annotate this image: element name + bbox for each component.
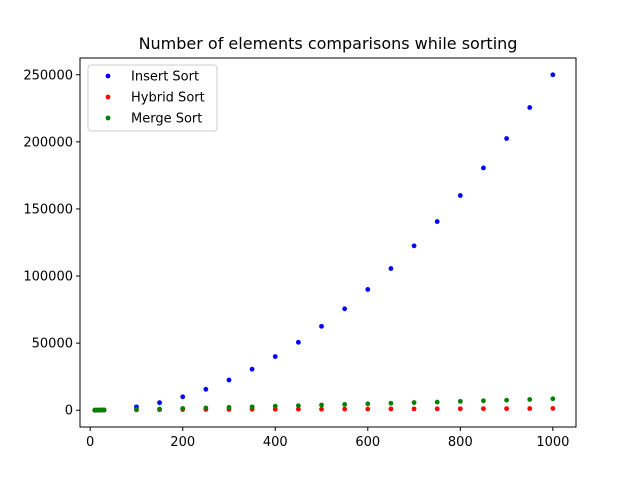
data-point-insert-sort: [388, 266, 394, 271]
legend: Insert Sort Hybrid Sort Merge Sort: [87, 64, 218, 132]
data-point-hybrid-sort: [434, 406, 440, 412]
y-tick-label: 50000: [32, 337, 73, 352]
data-point-hybrid-sort: [295, 406, 301, 412]
chart-title: Number of elements comparisons while sor…: [139, 34, 518, 53]
data-point-merge-sort: [295, 403, 301, 409]
axes-frame: [79, 57, 577, 428]
data-point-merge-sort: [101, 407, 107, 413]
legend-label: Merge Sort: [131, 112, 202, 127]
data-point-insert-sort: [365, 287, 371, 292]
data-point-insert-sort: [457, 193, 463, 198]
x-tick-label: 0: [86, 435, 94, 450]
plot-area: [92, 72, 556, 413]
legend-label: Hybrid Sort: [131, 91, 205, 106]
data-point-merge-sort: [272, 403, 278, 409]
data-point-merge-sort: [319, 402, 324, 408]
legend-label: Insert Sort: [131, 70, 199, 85]
x-tick-label: 400: [263, 435, 288, 450]
data-point-insert-sort: [527, 105, 533, 110]
legend-box: [87, 64, 218, 132]
data-point-merge-sort: [481, 398, 486, 404]
legend-marker: [105, 115, 111, 121]
data-point-merge-sort: [342, 402, 348, 407]
data-point-hybrid-sort: [527, 406, 533, 411]
data-point-merge-sort: [180, 406, 186, 411]
data-point-hybrid-sort: [319, 406, 324, 412]
data-point-hybrid-sort: [411, 406, 417, 412]
data-point-insert-sort: [249, 366, 255, 372]
data-point-insert-sort: [203, 386, 209, 392]
axis-ticks: 0 200 400 600 800 1000 0 50000 100000 150000 20000…: [23, 68, 569, 450]
data-point-insert-sort: [550, 72, 556, 78]
data-point-merge-sort: [457, 398, 463, 404]
data-point-merge-sort: [388, 400, 394, 406]
data-point-hybrid-sort: [504, 406, 509, 412]
data-point-insert-sort: [295, 339, 301, 345]
y-tick-label: 150000: [23, 202, 73, 217]
data-point-merge-sort: [249, 404, 255, 410]
data-point-hybrid-sort: [388, 406, 394, 412]
x-tick-label: 800: [448, 435, 473, 450]
data-point-merge-sort: [550, 396, 556, 402]
data-point-insert-sort: [157, 400, 162, 406]
data-point-merge-sort: [434, 399, 440, 405]
data-point-merge-sort: [365, 401, 371, 407]
data-point-insert-sort: [504, 136, 509, 141]
data-point-hybrid-sort: [342, 406, 348, 412]
data-point-insert-sort: [481, 165, 486, 171]
legend-marker: [105, 73, 111, 79]
data-point-insert-sort: [180, 394, 186, 400]
y-tick-label: 250000: [23, 68, 73, 83]
y-tick-label: 200000: [23, 135, 73, 150]
data-point-merge-sort: [527, 397, 533, 402]
data-point-merge-sort: [226, 405, 232, 410]
data-point-hybrid-sort: [481, 406, 486, 412]
data-point-merge-sort: [203, 405, 209, 411]
x-tick-label: 600: [355, 435, 380, 450]
data-point-merge-sort: [411, 400, 417, 405]
data-point-insert-sort: [411, 243, 417, 249]
y-tick-label: 100000: [23, 270, 73, 285]
data-point-insert-sort: [226, 377, 232, 383]
data-point-insert-sort: [434, 219, 440, 224]
data-point-merge-sort: [157, 406, 162, 412]
data-point-hybrid-sort: [457, 406, 463, 412]
data-point-hybrid-sort: [550, 406, 556, 411]
data-point-merge-sort: [134, 407, 139, 412]
x-tick-label: 200: [170, 435, 195, 450]
data-point-insert-sort: [319, 323, 324, 329]
data-point-insert-sort: [272, 354, 278, 359]
x-tick-label: 1000: [536, 435, 569, 450]
data-point-hybrid-sort: [365, 406, 371, 412]
data-point-merge-sort: [504, 397, 509, 403]
legend-marker: [105, 94, 111, 100]
data-point-insert-sort: [342, 306, 348, 312]
y-tick-label: 0: [65, 404, 73, 419]
